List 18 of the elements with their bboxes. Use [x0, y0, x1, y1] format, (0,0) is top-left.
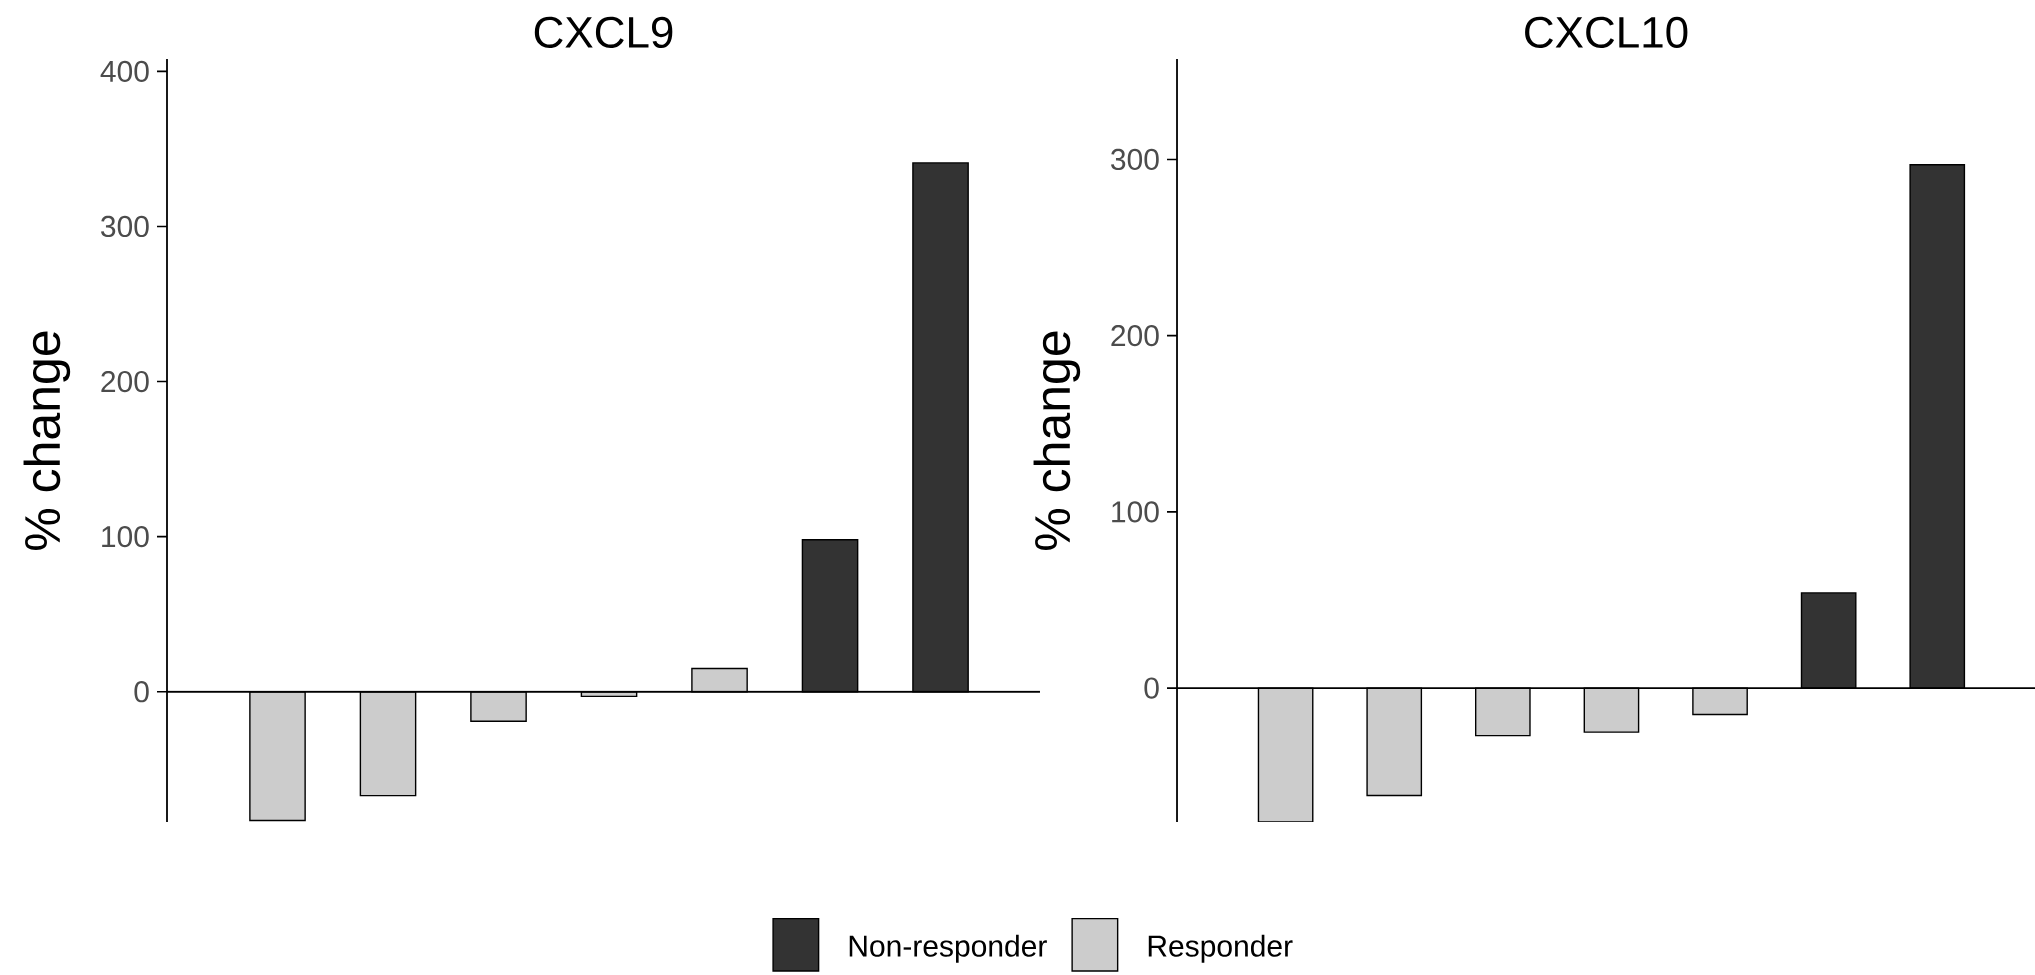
- y-tick-label: 400: [100, 60, 149, 83]
- y-tick-label: 200: [101, 370, 149, 393]
- chart-title: CXCL10: [1525, 16, 1688, 48]
- chart-title: CXCL9: [534, 16, 673, 48]
- y-tick-label: 100: [102, 526, 149, 548]
- y-tick-label: 200: [1111, 325, 1159, 347]
- bar: [691, 667, 748, 693]
- y-tick-label: 300: [1111, 148, 1159, 171]
- y-axis-title: % change: [1033, 331, 1081, 550]
- y-tick-label: 300: [101, 215, 149, 238]
- bar: [359, 691, 417, 797]
- bar: [249, 691, 306, 822]
- y-tick-label: 0: [134, 681, 149, 703]
- y-tick-label: 0: [1144, 677, 1159, 699]
- y-axis-title: % change: [23, 331, 71, 550]
- legend-label: Responder: [1148, 934, 1293, 963]
- legend-label: Non-responder: [849, 934, 1047, 963]
- y-tick-label: 100: [1112, 501, 1159, 523]
